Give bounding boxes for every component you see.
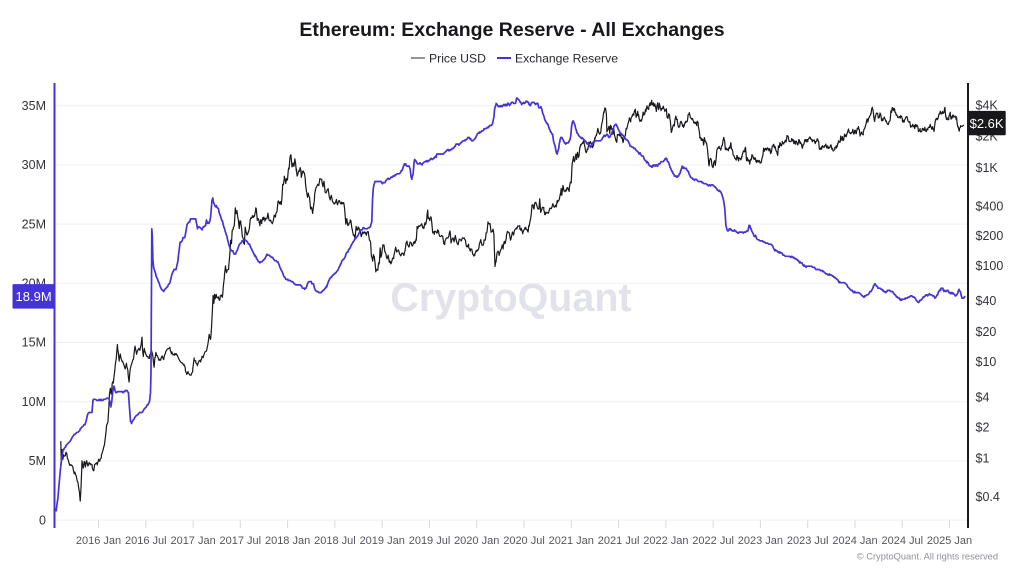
svg-text:2019 Jul: 2019 Jul — [409, 535, 451, 547]
svg-text:2016 Jul: 2016 Jul — [125, 535, 167, 547]
svg-text:$20: $20 — [976, 325, 997, 339]
svg-text:$2.6K: $2.6K — [970, 116, 1004, 131]
svg-text:2017 Jan: 2017 Jan — [170, 535, 215, 547]
svg-text:2016 Jan: 2016 Jan — [76, 535, 121, 547]
svg-text:2018 Jul: 2018 Jul — [314, 535, 356, 547]
svg-text:$40: $40 — [976, 294, 997, 308]
svg-text:5M: 5M — [29, 454, 46, 468]
svg-text:15M: 15M — [22, 336, 46, 350]
svg-text:2020 Jul: 2020 Jul — [503, 535, 545, 547]
svg-text:$4K: $4K — [976, 99, 999, 113]
svg-text:2022 Jul: 2022 Jul — [692, 535, 734, 547]
svg-text:2019 Jan: 2019 Jan — [360, 535, 405, 547]
svg-text:10M: 10M — [22, 395, 46, 409]
svg-text:18.9M: 18.9M — [16, 289, 52, 304]
svg-text:$2: $2 — [976, 421, 990, 435]
svg-text:$1K: $1K — [976, 161, 999, 175]
svg-text:2020 Jan: 2020 Jan — [454, 535, 499, 547]
svg-text:2025 Jan: 2025 Jan — [927, 535, 972, 547]
svg-text:35M: 35M — [22, 99, 46, 113]
svg-text:© CryptoQuant. All rights rese: © CryptoQuant. All rights reserved — [857, 552, 998, 562]
svg-text:2023 Jul: 2023 Jul — [787, 535, 829, 547]
svg-text:$10: $10 — [976, 355, 997, 369]
svg-text:$1: $1 — [976, 451, 990, 465]
svg-text:2018 Jan: 2018 Jan — [265, 535, 310, 547]
svg-text:2017 Jul: 2017 Jul — [220, 535, 262, 547]
svg-text:Ethereum: Exchange Reserve - A: Ethereum: Exchange Reserve - All Exchang… — [299, 19, 724, 41]
svg-text:2024 Jul: 2024 Jul — [882, 535, 924, 547]
svg-text:2021 Jan: 2021 Jan — [549, 535, 594, 547]
svg-text:30M: 30M — [22, 158, 46, 172]
svg-text:Exchange Reserve: Exchange Reserve — [515, 51, 618, 65]
svg-text:$0.4: $0.4 — [976, 490, 1000, 504]
svg-text:2021 Jul: 2021 Jul — [598, 535, 640, 547]
svg-text:$100: $100 — [976, 259, 1004, 273]
svg-text:CryptoQuant: CryptoQuant — [390, 276, 631, 320]
svg-text:Price USD: Price USD — [429, 51, 486, 65]
svg-text:$400: $400 — [976, 200, 1004, 214]
svg-text:2024 Jan: 2024 Jan — [832, 535, 877, 547]
svg-text:2023 Jan: 2023 Jan — [738, 535, 783, 547]
svg-text:2022 Jan: 2022 Jan — [643, 535, 688, 547]
svg-text:0: 0 — [39, 513, 46, 527]
svg-text:$4: $4 — [976, 391, 990, 405]
svg-text:$200: $200 — [976, 229, 1004, 243]
svg-text:25M: 25M — [22, 217, 46, 231]
